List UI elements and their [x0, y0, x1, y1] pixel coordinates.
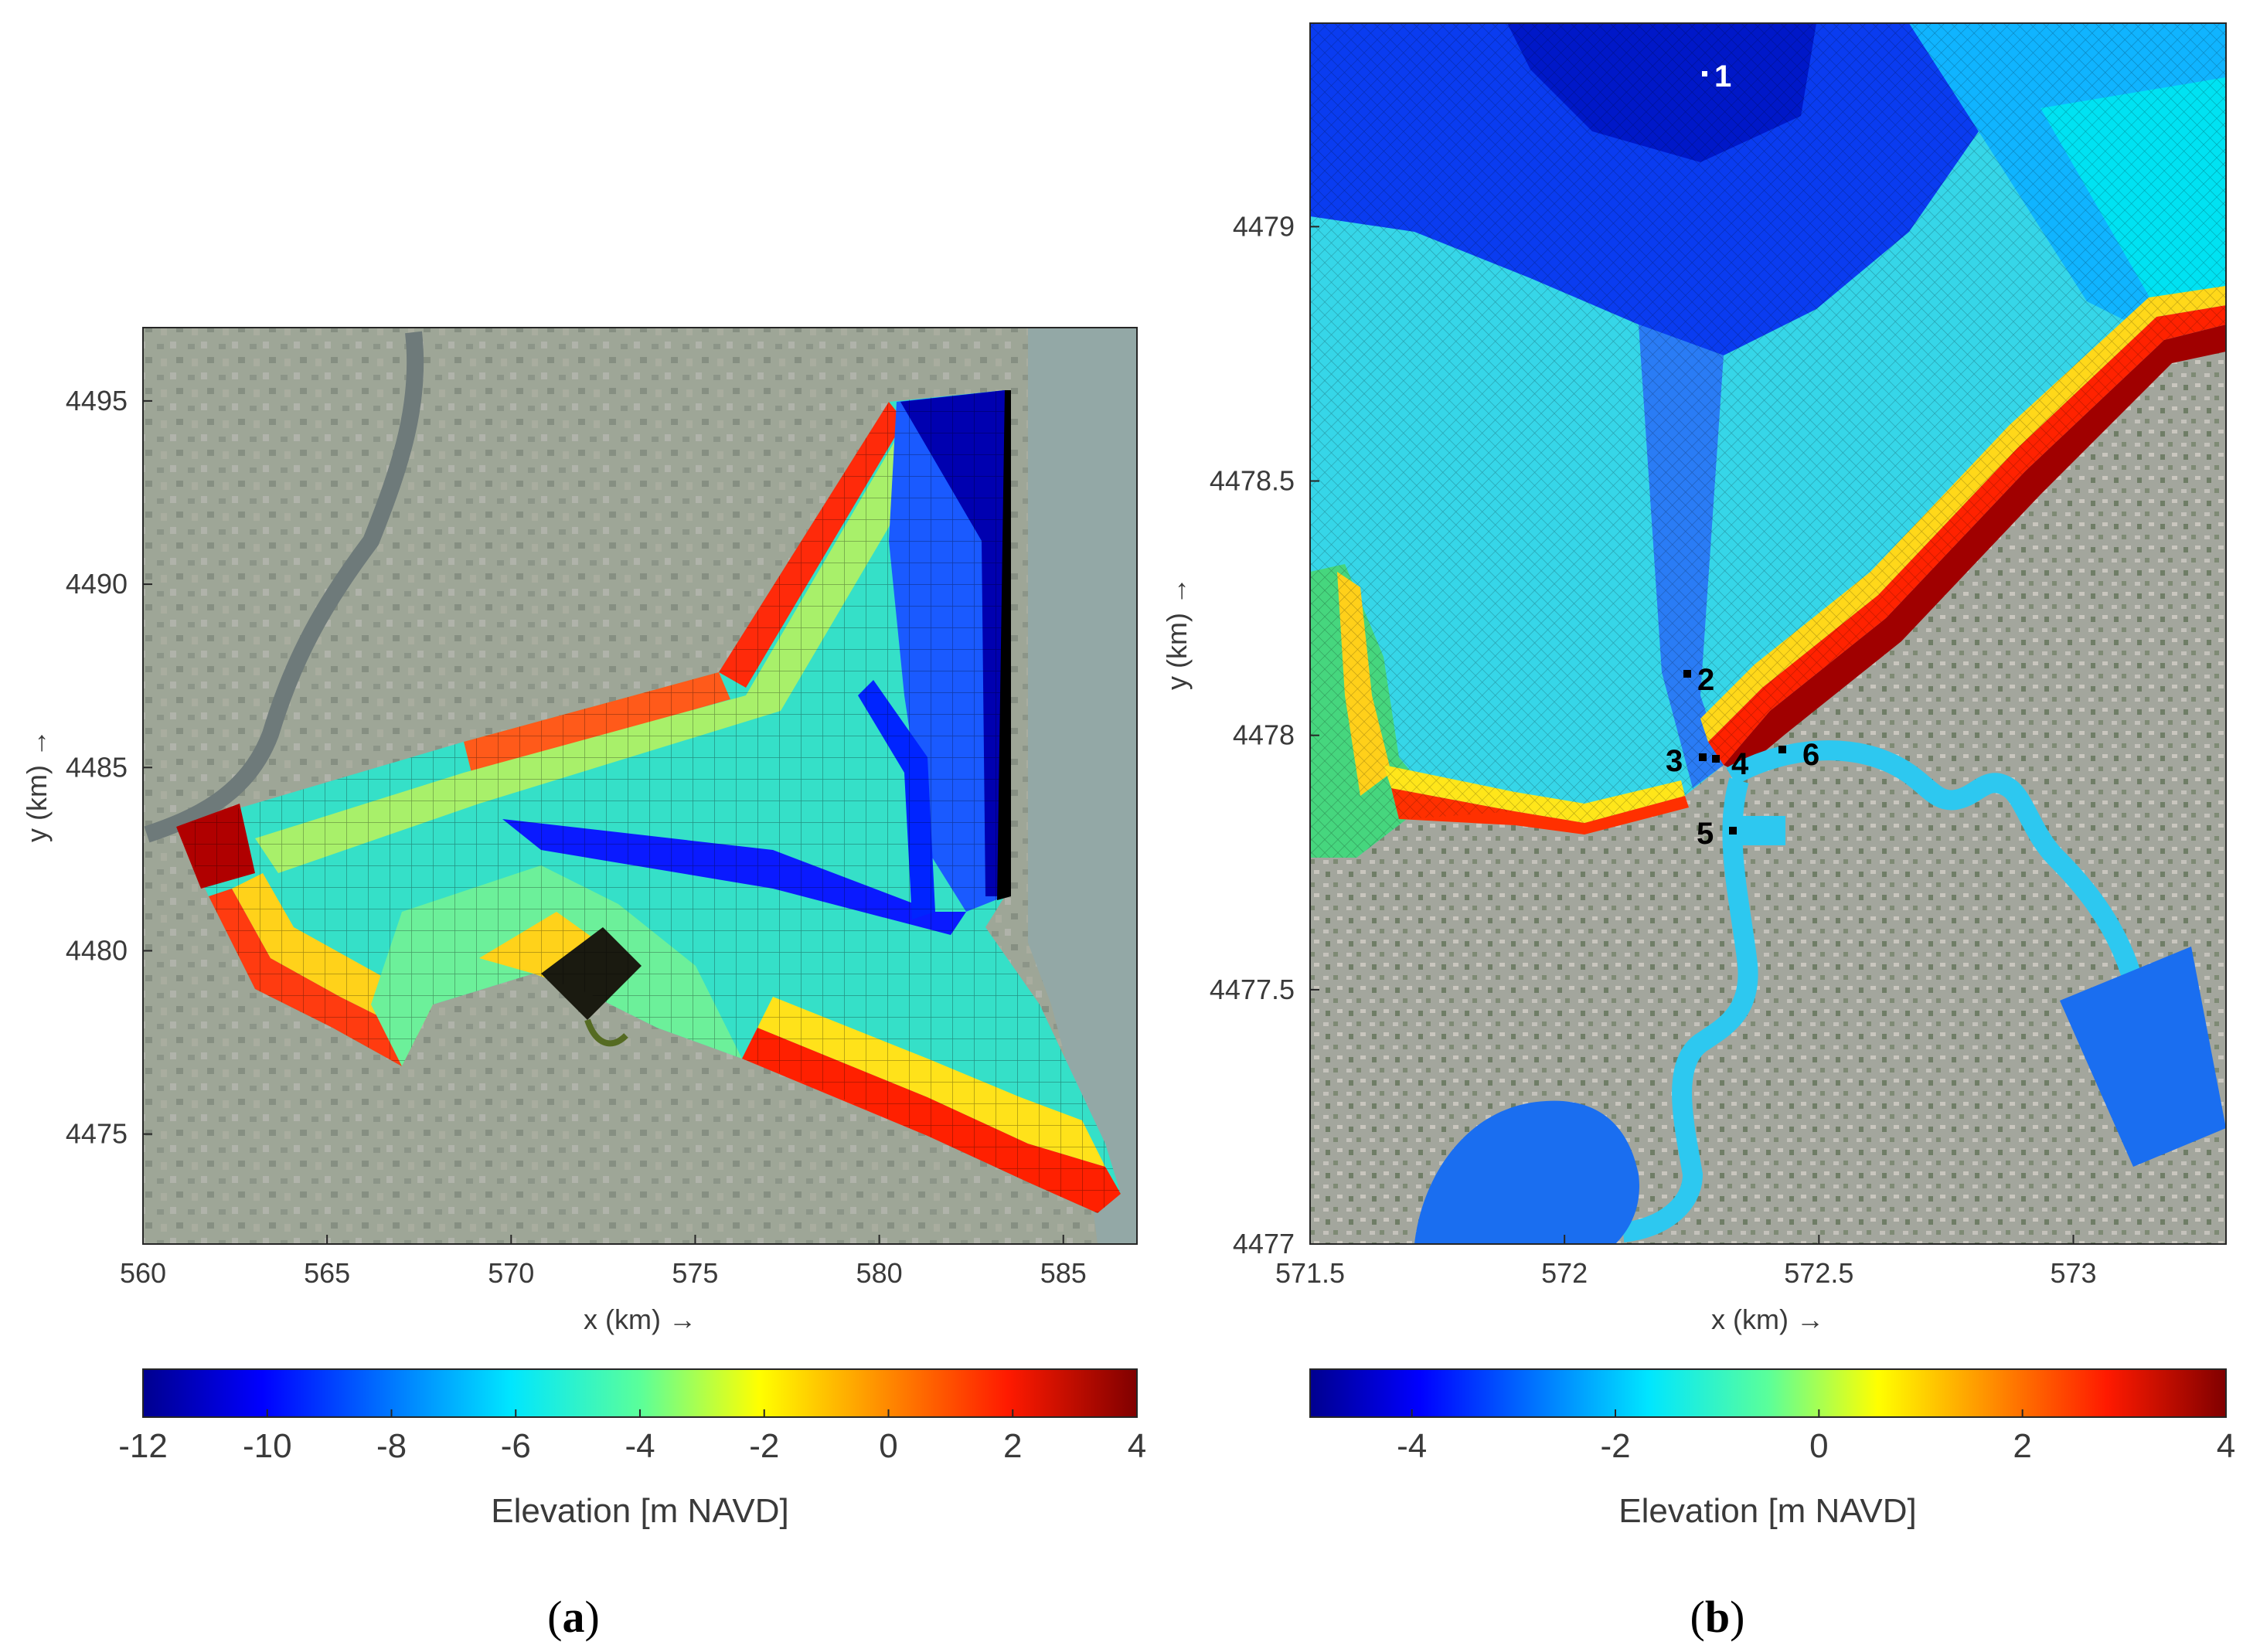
panel-a-river — [144, 331, 424, 843]
panel-b: 1 2 3 4 5 6 571.5 572 572.5 573 44774477.54… — [1161, 22, 2235, 1642]
panel-a-caption: (a) — [547, 1592, 600, 1642]
panel-a-ylabel: y (km) → — [21, 729, 53, 842]
x-tick-label: 560 — [120, 1257, 166, 1289]
panel-b-ylabel: y (km) → — [1161, 577, 1193, 690]
panel-b-xlabel: x (km) → — [1711, 1304, 1824, 1335]
station-3-label: 3 — [1666, 744, 1683, 778]
panel-a-colorbar-ticks: -12 -10 -8 -6 -4 -2 0 2 4 — [118, 1409, 1146, 1465]
colorbar-tick-label: 0 — [879, 1427, 897, 1465]
station-1-label: 1 — [1714, 59, 1731, 93]
y-tick-label: 4490 — [66, 568, 128, 600]
panel-a-ocean — [1028, 328, 1137, 1244]
panel-a-colorbar-label: Elevation [m NAVD] — [491, 1492, 789, 1530]
panel-a: 560 565 570 575 580 585 44754480448544904495 … — [21, 327, 1146, 1642]
x-tick-label: 580 — [856, 1257, 903, 1289]
colorbar-tick-label: -6 — [501, 1427, 531, 1465]
station-3-marker — [1699, 753, 1707, 761]
colorbar-tick-label: 4 — [1128, 1427, 1146, 1465]
x-tick-label: 571.5 — [1275, 1257, 1345, 1289]
colorbar-tick-label: -12 — [118, 1427, 168, 1465]
station-4-label: 4 — [1731, 747, 1749, 781]
panel-b-colorbar-ticks: -4 -2 0 2 4 — [1397, 1409, 2235, 1465]
y-tick-label: 4479 — [1233, 210, 1295, 242]
panel-a-y-ticks: 4475 4480 4485 4490 4495 — [66, 385, 152, 1150]
y-tick-label: 4477 — [1233, 1228, 1295, 1259]
colorbar-tick-label: -8 — [376, 1427, 407, 1465]
y-tick-label: 4475 — [66, 1118, 128, 1150]
station-5-label: 5 — [1697, 817, 1714, 851]
panel-b-colorbar — [1309, 1368, 2227, 1418]
panel-b-stations: 1 2 3 4 5 6 — [1666, 59, 1819, 851]
colorbar-tick-label: -2 — [749, 1427, 779, 1465]
panel-b-x-ticks: 571.5 572 572.5 573 — [1275, 1235, 2097, 1289]
station-6-label: 6 — [1802, 738, 1819, 772]
x-tick-label: 570 — [488, 1257, 534, 1289]
x-tick-label: 572.5 — [1784, 1257, 1853, 1289]
colorbar-tick-label: -4 — [1397, 1427, 1427, 1465]
colorbar-tick-label: 2 — [1003, 1427, 1022, 1465]
panel-a-colorbar — [142, 1368, 1138, 1418]
y-tick-label: 4477.5 — [1210, 974, 1295, 1005]
y-tick-label: 4485 — [66, 751, 128, 783]
panel-a-xlabel: x (km) → — [584, 1304, 696, 1335]
panel-b-mesh — [1310, 23, 2226, 1244]
y-tick-label: 4478.5 — [1210, 465, 1295, 497]
colorbar-tick-label: 4 — [2217, 1427, 2235, 1465]
colorbar-tick-label: -2 — [1600, 1427, 1630, 1465]
panel-b-colorbar-label: Elevation [m NAVD] — [1618, 1492, 1917, 1530]
station-1-marker — [1702, 71, 1707, 76]
x-tick-label: 572 — [1541, 1257, 1588, 1289]
x-tick-label: 575 — [672, 1257, 718, 1289]
x-tick-label: 573 — [2050, 1257, 2096, 1289]
station-4-marker — [1712, 755, 1720, 763]
panel-a-mesh — [176, 390, 1121, 1213]
panel-a-axes-frame — [142, 327, 1138, 1245]
panel-a-x-ticks: 560 565 570 575 580 585 — [120, 1235, 1087, 1289]
colorbar-tick-label: 2 — [2013, 1427, 2031, 1465]
panel-b-axes-frame — [1309, 22, 2227, 1245]
station-5-marker — [1729, 827, 1737, 834]
y-tick-label: 4478 — [1233, 719, 1295, 751]
colorbar-tick-label: -10 — [243, 1427, 292, 1465]
station-2-marker — [1683, 670, 1691, 678]
colorbar-tick-label: 0 — [1809, 1427, 1828, 1465]
y-tick-label: 4480 — [66, 934, 128, 966]
colorbar-tick-label: -4 — [625, 1427, 655, 1465]
y-tick-label: 4495 — [66, 385, 128, 416]
station-2-label: 2 — [1697, 663, 1714, 697]
panel-b-caption: (b) — [1690, 1592, 1745, 1642]
panel-b-y-ticks: 4477 4477.5 4478 4478.5 4479 — [1210, 210, 1319, 1259]
x-tick-label: 565 — [304, 1257, 350, 1289]
station-6-marker — [1778, 746, 1786, 753]
x-tick-label: 585 — [1040, 1257, 1087, 1289]
